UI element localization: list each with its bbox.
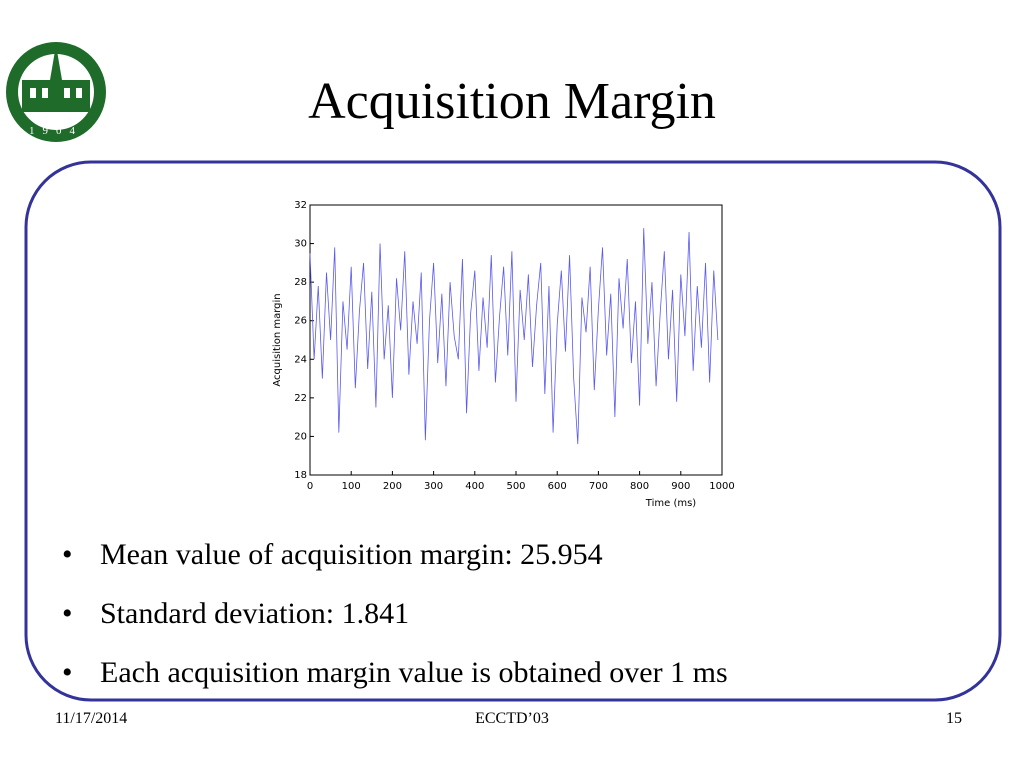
y-tick-label: 20 (294, 431, 307, 442)
footer-date: 11/17/2014 (55, 710, 127, 727)
x-tick-label: 400 (465, 481, 484, 492)
bullet-symbol: • (62, 597, 73, 630)
x-tick-label: 500 (506, 481, 525, 492)
bullet-text: Standard deviation: 1.841 (100, 597, 409, 630)
x-tick-label: 600 (548, 481, 567, 492)
bullet-text: Mean value of acquisition margin: 25.954 (100, 538, 603, 571)
y-tick-label: 30 (294, 239, 307, 250)
y-axis-label: Acquisition margin (272, 293, 283, 386)
y-tick-label: 26 (294, 316, 307, 327)
footer-center: ECCTD’03 (475, 710, 549, 727)
x-tick-label: 300 (424, 481, 443, 492)
y-tick-label: 22 (294, 393, 307, 404)
x-tick-label: 1000 (709, 481, 734, 492)
y-tick-label: 32 (294, 200, 307, 211)
bullet-symbol: • (62, 538, 73, 571)
y-tick-label: 24 (294, 354, 307, 365)
bullet-symbol: • (62, 656, 73, 689)
x-tick-label: 200 (383, 481, 402, 492)
x-tick-label: 700 (589, 481, 608, 492)
logo-year: 1904 (29, 125, 83, 137)
logo: 1904 (6, 42, 106, 142)
chart: 18 20 22 24 26 28 30 32 0 100 200 300 400 500 600 700 80… (272, 200, 735, 509)
x-tick-label: 100 (342, 481, 361, 492)
bullet-text: Each acquisition margin value is obtaine… (100, 656, 728, 689)
y-tick-label: 18 (294, 470, 307, 481)
x-axis-label: Time (ms) (645, 498, 697, 509)
x-tick-label: 0 (307, 481, 313, 492)
plot-frame (309, 204, 723, 476)
x-tick-label: 900 (671, 481, 690, 492)
y-tick-label: 28 (294, 277, 307, 288)
content-frame (24, 160, 1002, 702)
x-tick-label: 800 (630, 481, 649, 492)
data-line (309, 228, 719, 445)
footer-page: 15 (946, 710, 962, 727)
bullet-list: • Mean value of acquisition margin: 25.95… (62, 538, 728, 689)
slide-title: Acquisition Margin (308, 73, 716, 130)
